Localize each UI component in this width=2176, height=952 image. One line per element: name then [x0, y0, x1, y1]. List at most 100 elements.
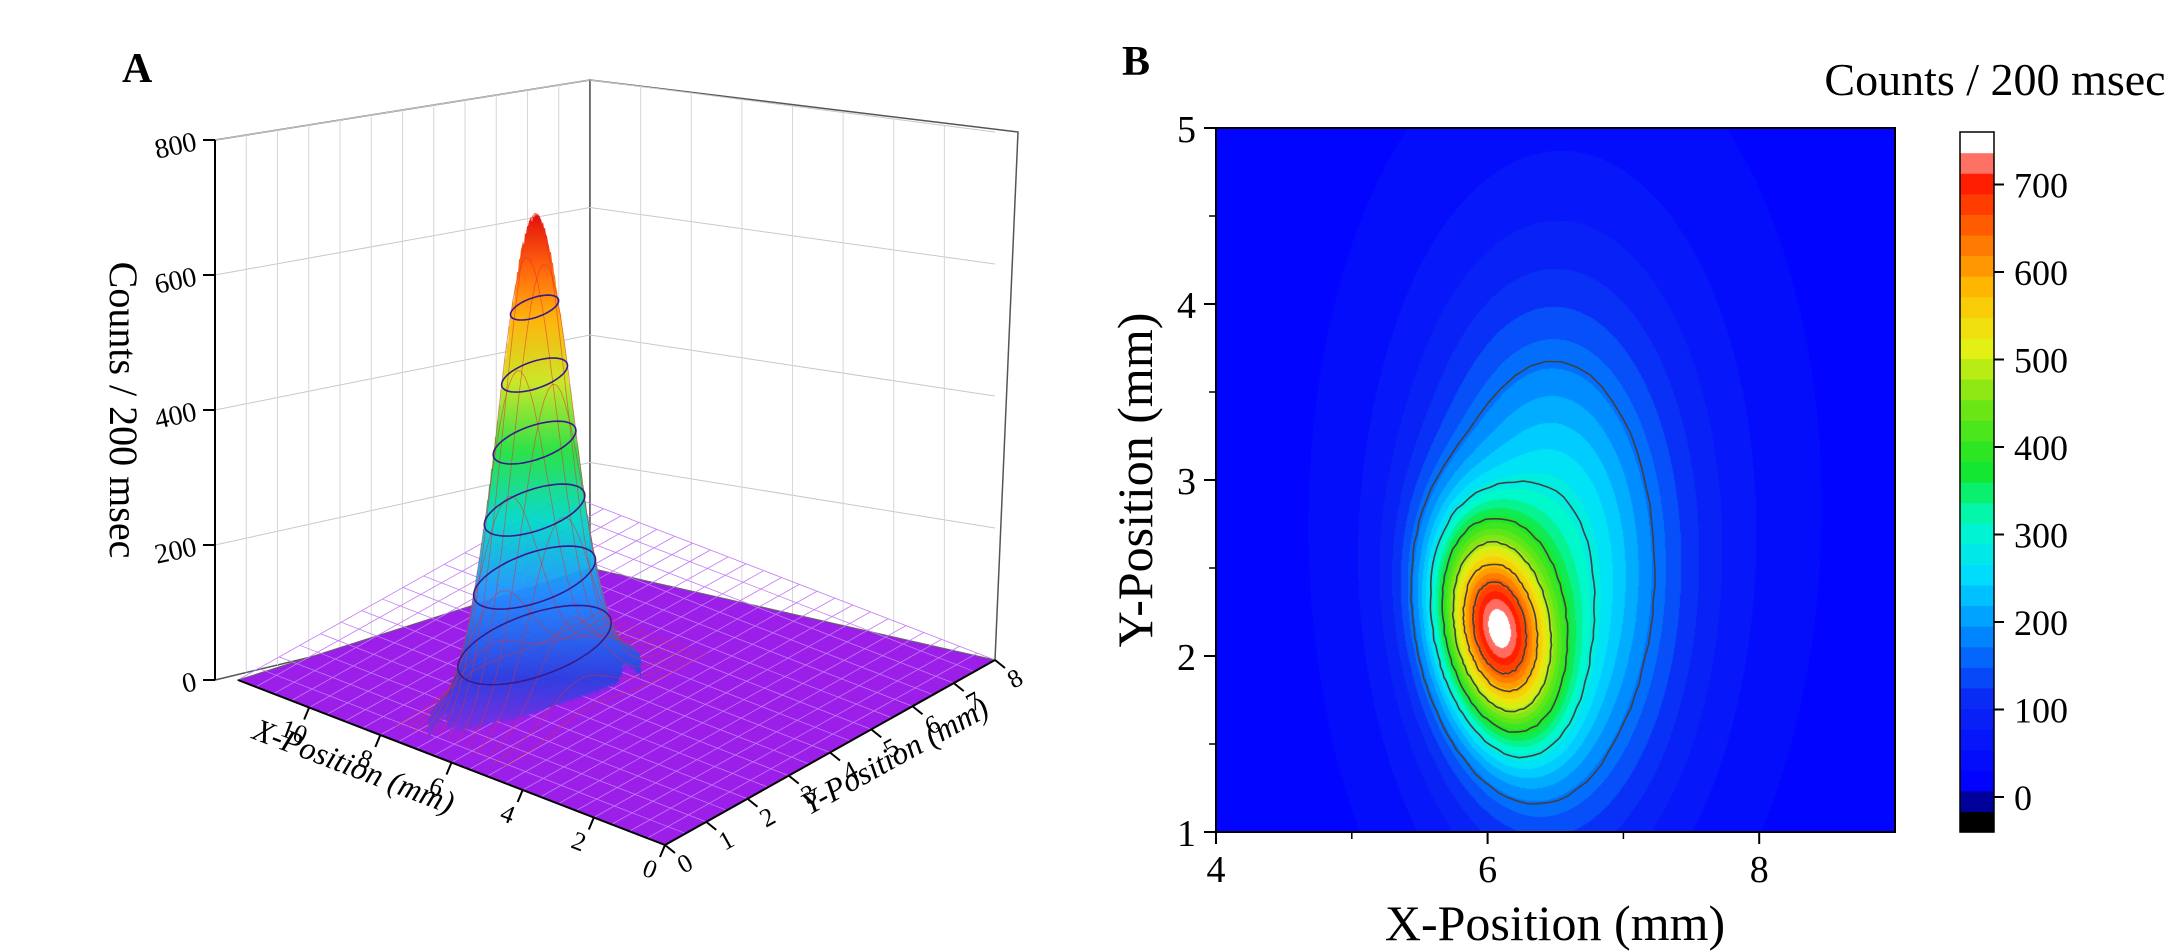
- floor-mesh-line: [526, 517, 954, 684]
- surface-mesh-line: [501, 652, 708, 769]
- colorbar-segment: [1960, 214, 1994, 236]
- y-tick-label: 2: [1177, 637, 1196, 679]
- panel-b-ticks: 4 6 8 1 2 3 4 5: [1177, 109, 1769, 891]
- colorbar-segment: [1960, 420, 1994, 442]
- surface-mesh-line: [447, 212, 655, 739]
- y-tick-label: 8: [1002, 663, 1027, 695]
- colorbar-title: Counts / 200 msec: [1824, 54, 2165, 105]
- x-tick-label: 8: [1750, 849, 1769, 891]
- x-tick: [516, 789, 524, 803]
- z-tick-label: 600: [152, 262, 200, 301]
- colorbar-segment: [1960, 152, 1994, 174]
- y-tick: [870, 728, 882, 739]
- x-tick-label: 6: [1478, 849, 1497, 891]
- colorbar-segment: [1960, 132, 1994, 154]
- floor-mesh-line: [320, 633, 748, 800]
- back-wall-right: [589, 79, 1019, 661]
- y-tick: [911, 705, 924, 716]
- colorbar-segment: [1960, 482, 1994, 504]
- y-tick-label: 0: [672, 848, 697, 880]
- colorbar-segment: [1960, 173, 1994, 195]
- colorbar-segment: [1960, 317, 1994, 339]
- contour-line: [1451, 540, 1553, 713]
- colorbar-tick-label: 0: [2014, 778, 2032, 818]
- colorbar-segment: [1960, 255, 1994, 277]
- y-tick-label: 3: [1177, 461, 1196, 503]
- surface-mesh-line: [474, 516, 682, 755]
- y-tick-label: 2: [755, 801, 780, 833]
- y-tick-label: 5: [1177, 109, 1196, 151]
- colorbar-segment: [1960, 523, 1994, 545]
- colorbar-tick-label: 700: [2014, 166, 2068, 206]
- colorbar-segment: [1960, 770, 1994, 792]
- colorbar-segment: [1960, 646, 1994, 668]
- surface-contour: [472, 545, 597, 610]
- x-tick: [374, 734, 382, 748]
- floor-mesh-line: [567, 494, 996, 661]
- colorbar: [1959, 131, 1995, 833]
- surface-peak-fill: [428, 213, 641, 742]
- panel-b-heatmap: B 4 6 8 1 2 3 4 5 X-Position (mm) Y-Position (m…: [1107, 39, 2166, 951]
- colorbar-segment: [1960, 708, 1994, 730]
- contour-line: [1409, 360, 1656, 805]
- panel-a-z-axis-title: Counts / 200 msec: [101, 262, 146, 559]
- colorbar-segment: [1960, 584, 1994, 607]
- x-tick: [303, 707, 311, 720]
- x-tick-label: 4: [496, 798, 519, 830]
- wall-gridlines: [214, 79, 996, 673]
- contour-line: [1471, 581, 1528, 675]
- y-tick-label: 4: [1177, 285, 1196, 327]
- surface-contour: [509, 294, 560, 321]
- surface-mesh-line: [483, 617, 690, 760]
- y-tick: [664, 844, 676, 854]
- colorbar-segment: [1960, 296, 1994, 318]
- colorbar-segment: [1960, 440, 1994, 463]
- colorbar-segment: [1960, 358, 1994, 380]
- colorbar-segment: [1960, 379, 1994, 401]
- y-tick-label: 1: [1177, 813, 1196, 855]
- colorbar-segment: [1960, 234, 1994, 257]
- colorbar-tick-label: 300: [2014, 516, 2068, 556]
- surface-peak: [394, 212, 708, 769]
- colorbar-tick-label: 500: [2014, 341, 2068, 381]
- colorbar-segment: [1960, 605, 1994, 627]
- surface-contour: [457, 604, 613, 686]
- colorbar-segment: [1960, 687, 1994, 710]
- y-tick: [746, 797, 759, 808]
- z-tick-label: 400: [152, 397, 200, 436]
- colorbar-segment: [1960, 461, 1994, 483]
- surface-mesh-line: [421, 495, 628, 734]
- contour-line: [1441, 518, 1569, 733]
- heatmap-canvas-holder: [1216, 128, 1895, 832]
- colorbar-segment: [1960, 811, 1994, 833]
- colorbar-segment: [1960, 337, 1994, 360]
- surface-mesh-line: [456, 263, 664, 743]
- colorbar-tick-label: 400: [2014, 428, 2068, 468]
- x-tick: [659, 844, 666, 858]
- surface-contour: [500, 357, 569, 393]
- surface-mesh-line: [403, 614, 610, 731]
- colorbar-frame: [1959, 131, 1995, 833]
- contour-line: [1429, 480, 1596, 759]
- z-tick-label: 0: [179, 667, 199, 700]
- floor-mesh-line: [279, 656, 707, 823]
- contour-lines: [1409, 360, 1656, 805]
- colorbar-segment: [1960, 749, 1994, 771]
- colorbar-segment: [1960, 564, 1994, 586]
- z-tick-label: 800: [152, 127, 200, 166]
- panel-b-y-axis-title: Y-Position (mm): [1107, 313, 1163, 648]
- colorbar-segment: [1960, 399, 1994, 421]
- floor-mesh-line: [258, 668, 686, 834]
- y-tick: [994, 659, 1006, 669]
- surface-mesh-line: [429, 370, 637, 735]
- colorbar-segment: [1960, 626, 1994, 648]
- colorbar-tick-label: 100: [2014, 691, 2068, 731]
- floor-mesh-line: [547, 506, 975, 672]
- surface-contour: [483, 483, 586, 537]
- x-tick-label: 4: [1207, 849, 1226, 891]
- y-tick: [788, 774, 800, 785]
- surface-mesh-line: [438, 256, 646, 736]
- colorbar-segment: [1960, 790, 1994, 813]
- x-tick-label: 0: [639, 853, 662, 885]
